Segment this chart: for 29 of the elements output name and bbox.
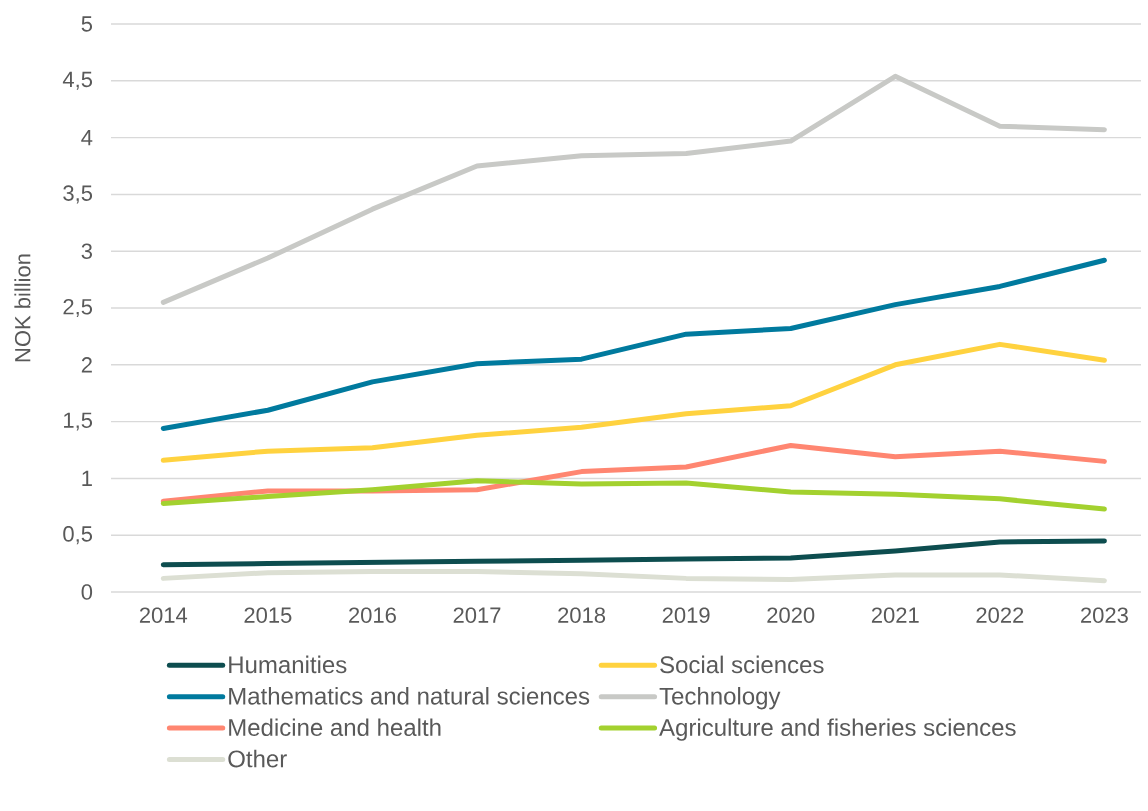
- x-tick-label: 2018: [558, 607, 606, 623]
- legend-label: Technology: [659, 687, 781, 710]
- legend-label: Other: [228, 749, 287, 768]
- x-tick-label: 2019: [662, 607, 710, 623]
- y-tick-label: 0,5: [63, 526, 93, 545]
- x-tick-label: 2016: [349, 607, 396, 623]
- y-tick-label: 4: [81, 130, 93, 146]
- y-tick-label: 0: [81, 584, 93, 600]
- x-tick-label: 2014: [139, 607, 188, 623]
- y-tick-label: 3: [81, 243, 92, 259]
- x-tick-label: 2023: [1081, 607, 1128, 623]
- x-tick-label: 2021: [871, 607, 919, 623]
- y-axis-title: NOK billion: [14, 254, 31, 362]
- y-tick-label: 2: [81, 357, 92, 373]
- y-tick-label: 1: [82, 470, 92, 486]
- legend-label: Humanities: [229, 655, 347, 674]
- x-tick-label: 2022: [976, 607, 1024, 623]
- legend-label: Agriculture and fisheries sciences: [659, 718, 1016, 741]
- x-tick-label: 2017: [453, 607, 501, 623]
- legend-label: Medicine and health: [229, 718, 441, 737]
- legend-label: Social sciences: [660, 655, 824, 674]
- legend-label: Mathematics and natural sciences: [229, 687, 590, 705]
- y-tick-label: 1,5: [64, 412, 93, 431]
- x-tick-label: 2015: [244, 607, 292, 623]
- y-tick-label: 5: [81, 16, 93, 32]
- x-tick-label: 2020: [767, 607, 815, 623]
- y-tick-label: 4,5: [62, 71, 93, 90]
- y-tick-label: 3,5: [63, 185, 93, 204]
- y-tick-label: 2,5: [63, 298, 93, 318]
